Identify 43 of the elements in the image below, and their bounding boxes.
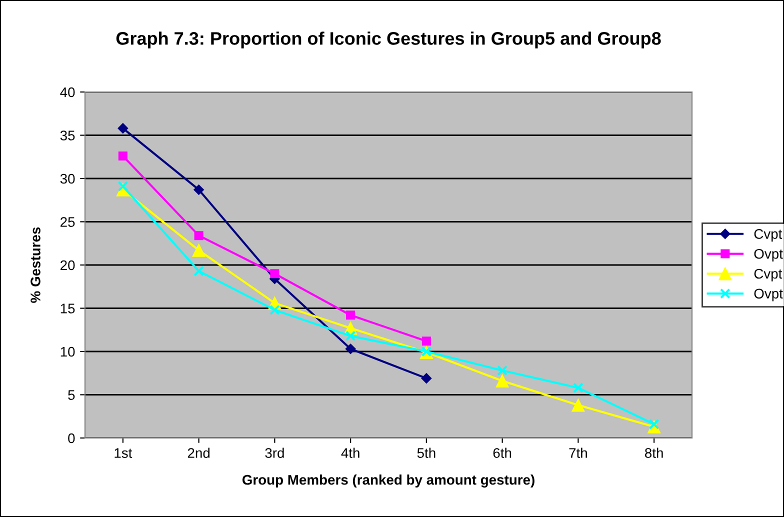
point <box>421 373 432 384</box>
x-tick-label: 5th <box>417 448 436 458</box>
point <box>648 418 660 430</box>
x-tick-label: 4th <box>341 448 360 458</box>
point <box>496 374 509 388</box>
legend-label: Cvpt <box>754 229 782 242</box>
y-tick-label: 5 <box>68 390 75 400</box>
x-axis-title: Group Members (ranked by amount gesture) <box>242 474 534 488</box>
point <box>572 398 585 412</box>
y-tick-label: 35 <box>60 130 75 140</box>
x-tick-label: 7th <box>569 448 587 458</box>
x-tick-label: 8th <box>645 448 663 458</box>
point <box>194 231 204 240</box>
point <box>345 330 356 342</box>
point <box>192 244 206 257</box>
point <box>422 336 431 346</box>
point <box>497 365 508 376</box>
y-axis-title: % Gestures <box>30 227 40 303</box>
chart-title: Graph 7.3: Proportion of Iconic Gestures in Group5 and Group8 <box>116 32 661 48</box>
x-tick-label: 3rd <box>265 448 284 458</box>
point <box>572 382 584 394</box>
y-tick-label: 10 <box>60 346 75 357</box>
point <box>269 304 280 316</box>
point <box>118 151 128 161</box>
point <box>346 310 356 320</box>
y-tick-label: 15 <box>60 304 75 314</box>
point <box>345 344 356 354</box>
legend-label: Cvpt <box>754 268 782 282</box>
x-tick-label: 2nd <box>188 448 210 458</box>
legend-label: Ovpt <box>754 248 783 262</box>
point <box>270 269 280 278</box>
y-tick-label: 30 <box>60 174 75 184</box>
y-tick-label: 40 <box>60 87 75 98</box>
y-tick-label: 25 <box>60 217 75 227</box>
x-tick-label: 6th <box>493 448 512 458</box>
point <box>194 266 204 276</box>
point <box>118 181 128 192</box>
legend-label: Ovpt <box>754 288 783 302</box>
point <box>194 184 204 196</box>
y-tick-label: 0 <box>68 433 75 444</box>
y-tick-label: 20 <box>60 260 75 270</box>
x-tick-label: 1st <box>114 448 132 458</box>
point <box>118 123 128 134</box>
